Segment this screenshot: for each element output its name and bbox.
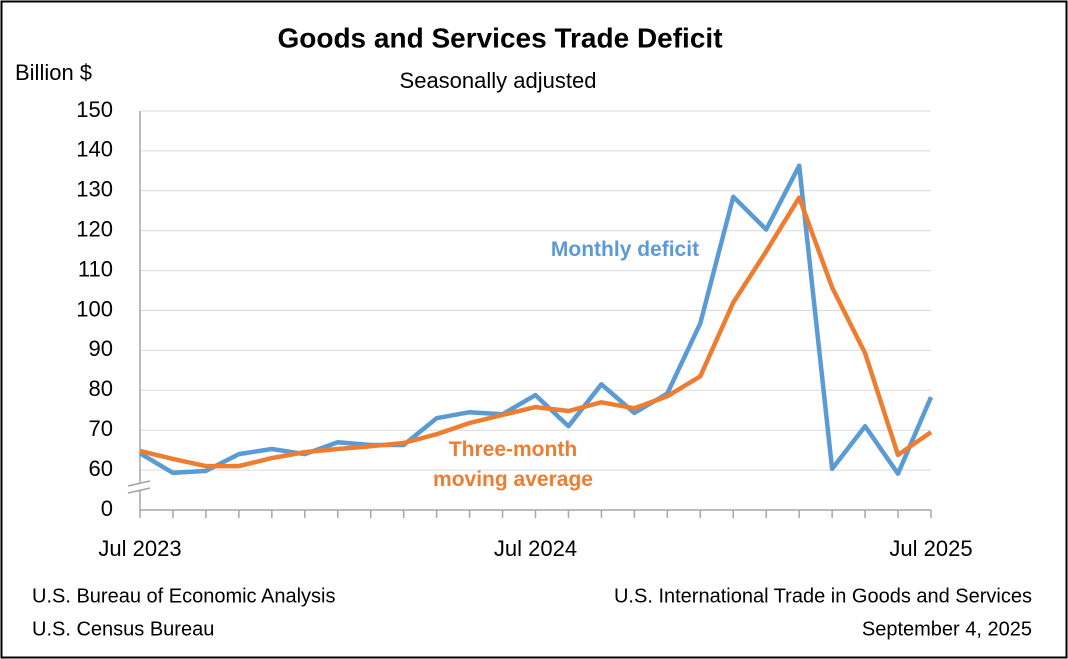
series-label: Three-month moving average (433, 438, 593, 491)
y-tick-label: 120 (76, 217, 113, 242)
x-tick-label: Jul 2025 (889, 536, 972, 561)
y-tick-label: 110 (78, 256, 113, 281)
chart-title: Goods and Services Trade Deficit (277, 22, 722, 53)
x-tick-label: Jul 2023 (98, 536, 181, 561)
y-tick-label: 100 (76, 296, 113, 321)
series-line (139, 195, 933, 469)
report-date: September 4, 2025 (862, 618, 1032, 640)
y-tick-label: 0 (101, 496, 113, 521)
y-tick-label: 70 (89, 416, 113, 441)
source: U.S. Bureau of Economic Analysis (32, 585, 335, 607)
axis-break-gap (128, 481, 150, 493)
y-tick-label: 90 (89, 336, 113, 361)
axis-break (127, 480, 151, 494)
y-tick-label: 140 (76, 137, 113, 162)
y-tick-label: 130 (76, 177, 113, 202)
report-name: U.S. International Trade in Goods and Se… (614, 585, 1032, 607)
chart-subtitle: Seasonally adjusted (400, 68, 597, 93)
series-line (138, 163, 934, 476)
y-tick-label: 80 (89, 376, 113, 401)
y-tick-label: 150 (76, 97, 113, 122)
y-tick-label: 60 (89, 456, 113, 481)
series-label: Monthly deficit (550, 238, 700, 261)
y-axis-label: Billion $ (15, 60, 92, 85)
source: U.S. Census Bureau (32, 618, 214, 640)
x-tick-label: Jul 2024 (494, 536, 577, 561)
